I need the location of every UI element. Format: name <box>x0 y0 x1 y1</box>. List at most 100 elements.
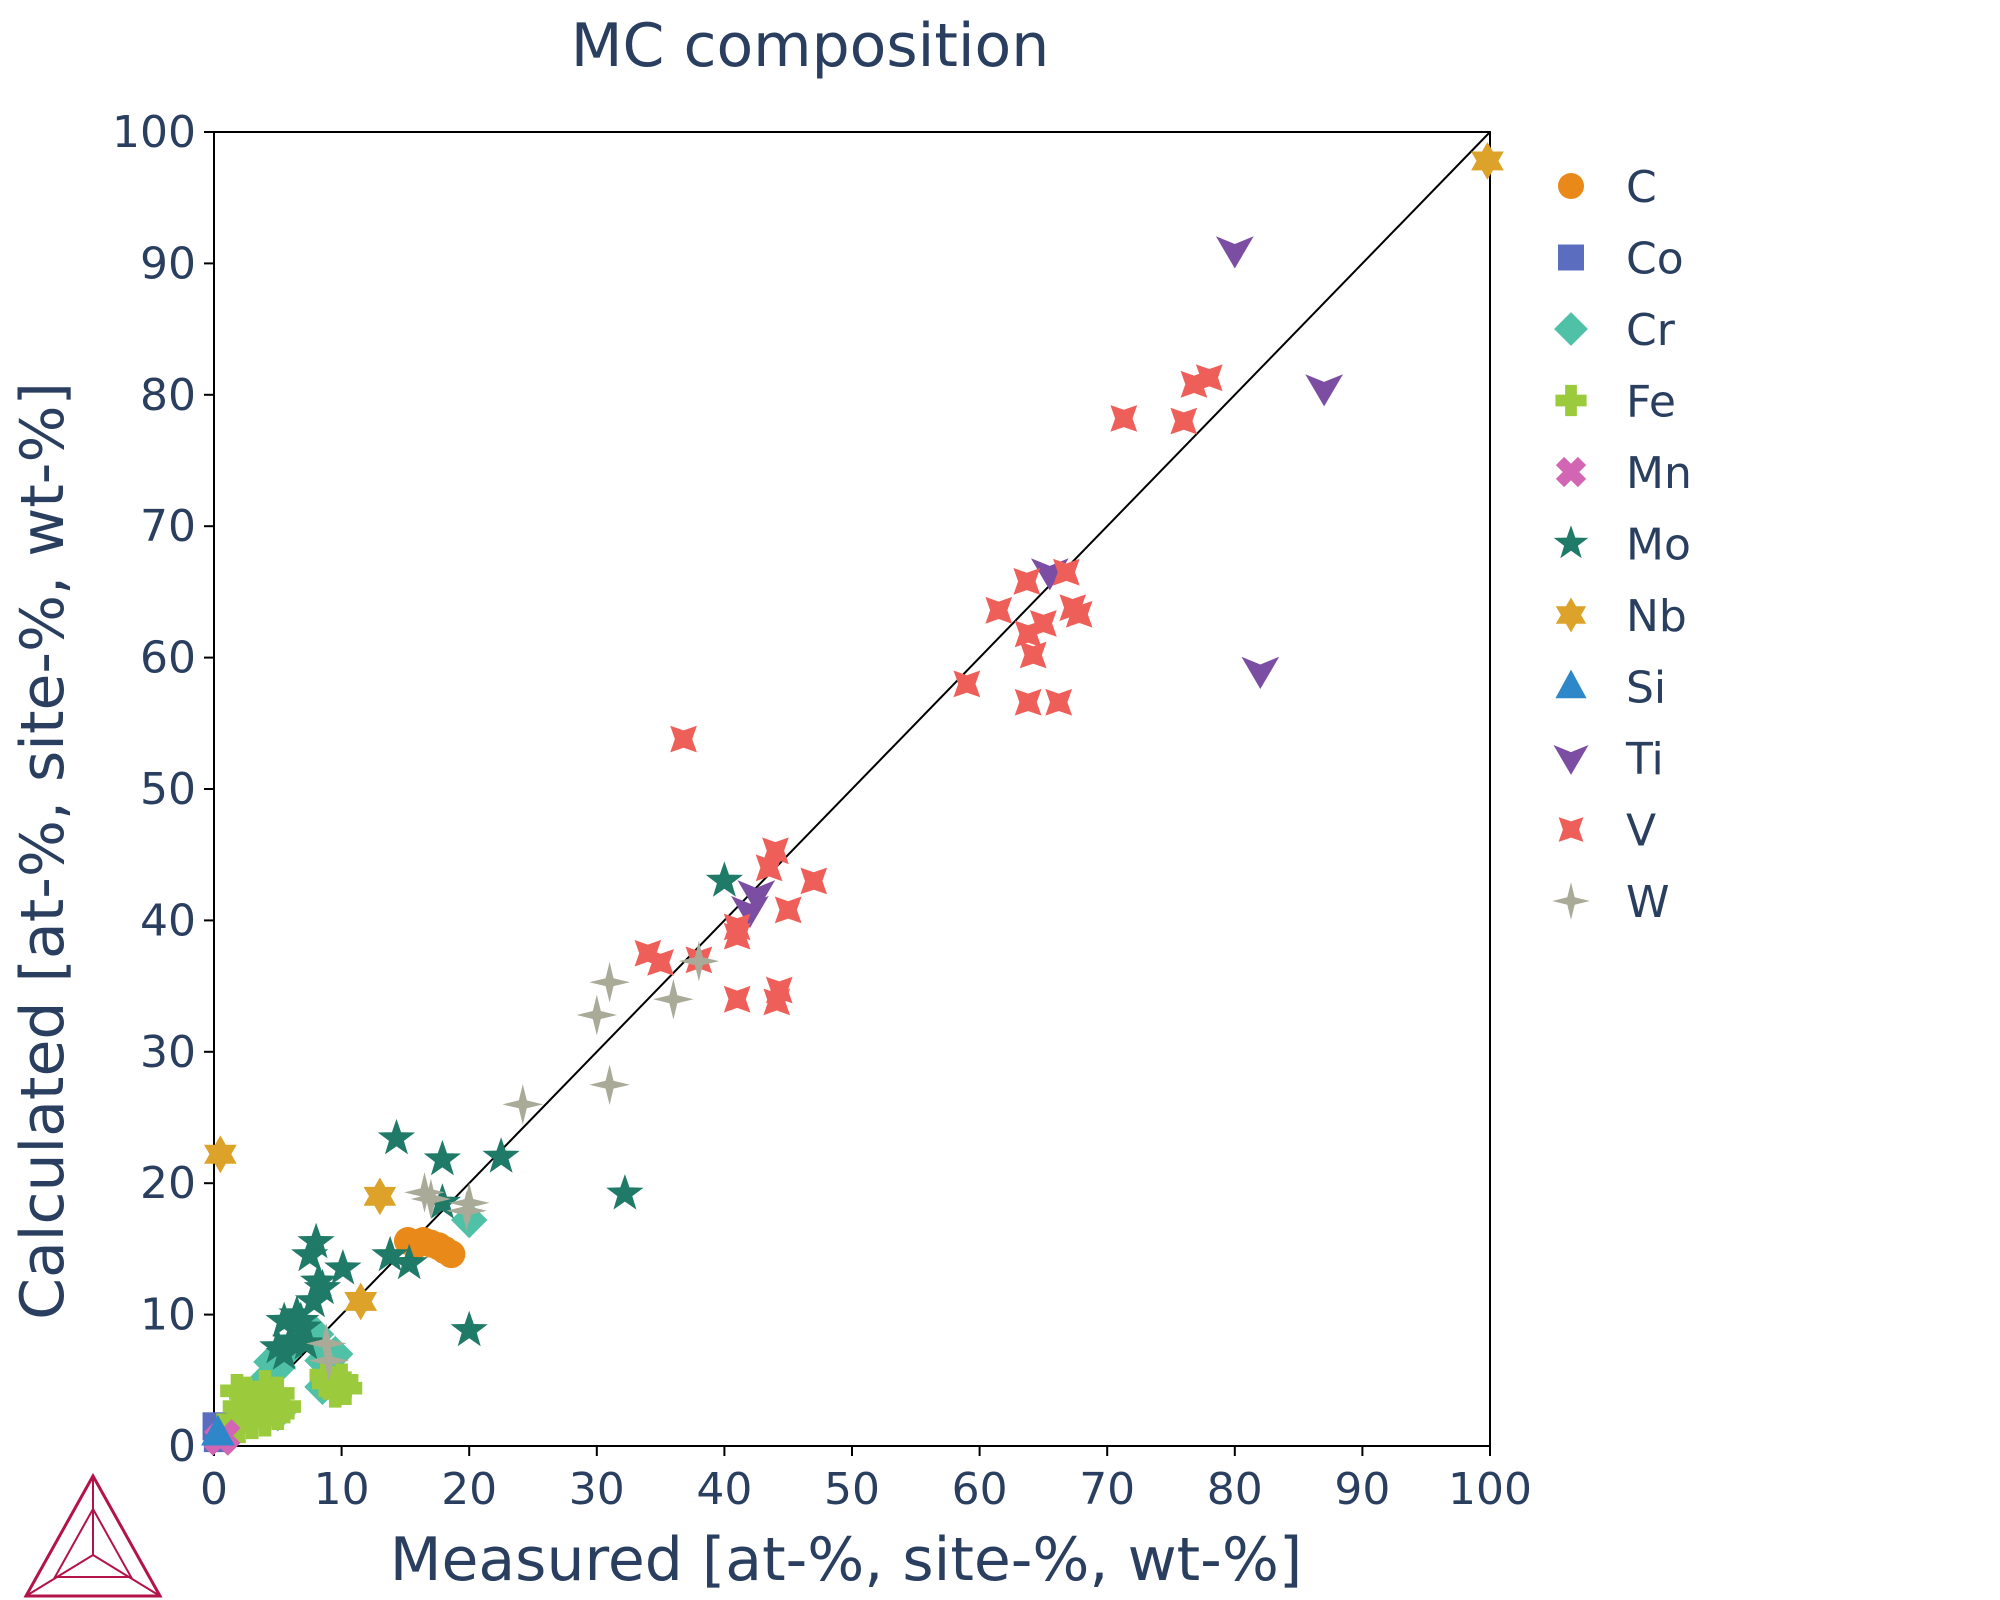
data-point-fe <box>309 1358 344 1392</box>
data-point-fe <box>267 1389 301 1424</box>
y-tick-label: 20 <box>140 1158 196 1209</box>
data-point-mo <box>291 1235 329 1272</box>
data-point-mo <box>287 1323 325 1360</box>
legend-label-fe: Fe <box>1626 377 1676 428</box>
series-w <box>306 940 720 1381</box>
data-point-nb <box>344 1282 378 1321</box>
data-point-fe <box>261 1396 295 1430</box>
legend-label-co: Co <box>1626 234 1684 285</box>
data-point-w <box>653 978 694 1020</box>
data-point-mo <box>450 1310 488 1347</box>
data-point-mo <box>282 1301 320 1337</box>
data-point-mo <box>371 1235 409 1272</box>
data-point-v <box>1013 568 1041 595</box>
data-point-v <box>763 988 791 1016</box>
x-tick-label: 40 <box>696 1464 752 1515</box>
legend-marker-si <box>1555 669 1587 699</box>
x-tick-label: 20 <box>441 1464 497 1515</box>
data-point-mo <box>606 1174 644 1210</box>
data-point-ti <box>1305 374 1344 407</box>
data-point-nb <box>363 1177 397 1216</box>
legend-marker-w <box>1552 882 1590 920</box>
legend-label-cr: Cr <box>1626 305 1676 356</box>
data-point-mo <box>482 1137 520 1173</box>
data-point-mo <box>324 1249 362 1285</box>
y-axis: 0 10 20 30 40 50 60 70 80 90 100 <box>112 107 214 1472</box>
data-point-mo <box>377 1118 416 1155</box>
y-tick-label: 40 <box>140 895 196 946</box>
y-tick-label: 100 <box>112 107 196 158</box>
data-point-v <box>1014 620 1042 648</box>
chart-title: MC composition <box>571 11 1050 81</box>
data-point-v <box>800 867 828 895</box>
data-point-v <box>985 596 1013 624</box>
legend-label-mn: Mn <box>1626 448 1692 499</box>
data-point-mo <box>303 1268 342 1305</box>
legend-label-v: V <box>1626 806 1656 857</box>
data-point-c <box>437 1240 466 1269</box>
data-point-ti <box>1241 656 1280 689</box>
data-point-w <box>589 1064 630 1105</box>
legend-marker-v <box>1558 817 1584 842</box>
legend-marker-cr <box>1554 312 1588 346</box>
legend-label-nb: Nb <box>1626 591 1687 642</box>
legend-label-w: W <box>1626 877 1670 928</box>
x-tick-label: 0 <box>200 1464 228 1515</box>
data-point-v <box>670 725 697 753</box>
data-point-mo <box>265 1301 303 1337</box>
y-tick-label: 50 <box>140 764 196 815</box>
y-tick-label: 0 <box>168 1421 196 1472</box>
legend-label-si: Si <box>1626 663 1666 714</box>
data-point-w <box>446 1190 487 1232</box>
legend-label-ti: Ti <box>1625 734 1664 785</box>
y-tick-label: 10 <box>140 1290 196 1341</box>
x-tick-label: 100 <box>1448 1464 1532 1515</box>
data-point-mo <box>297 1222 335 1259</box>
data-point-w <box>678 940 720 982</box>
x-tick-label: 30 <box>569 1464 625 1515</box>
series-mo <box>259 861 743 1370</box>
data-point-nb <box>204 1135 237 1174</box>
data-point-v <box>1170 407 1198 435</box>
legend-marker-mn <box>1555 456 1587 488</box>
data-point-v <box>1110 405 1138 432</box>
series-v <box>634 364 1223 1016</box>
data-point-fe <box>328 1371 363 1405</box>
x-axis: 0 10 20 30 40 50 60 70 80 90 100 <box>200 1446 1532 1515</box>
data-point-v <box>1019 641 1047 669</box>
data-point-v <box>774 896 802 924</box>
legend-label-mo: Mo <box>1626 520 1691 571</box>
data-point-mo <box>390 1243 428 1280</box>
data-point-fe <box>248 1370 282 1404</box>
legend-marker-nb <box>1555 597 1587 633</box>
legend: C Co Cr Fe Mn Mo Nb Si Ti VW <box>1552 162 1692 928</box>
data-point-w <box>308 1340 350 1381</box>
y-tick-label: 70 <box>140 501 196 552</box>
data-point-v <box>723 922 751 950</box>
data-point-mo <box>705 861 743 897</box>
data-point-v <box>723 985 751 1013</box>
data-point-v <box>1014 688 1042 716</box>
legend-marker-mo <box>1553 525 1589 559</box>
series-si <box>201 1414 235 1446</box>
data-point-mo <box>265 1334 303 1370</box>
series-fe <box>216 1358 363 1444</box>
data-point-mo <box>423 1139 461 1176</box>
data-point-fe <box>235 1405 270 1440</box>
data-point-v <box>1180 370 1208 398</box>
data-point-mo <box>259 1327 297 1364</box>
data-point-ti <box>1215 236 1254 269</box>
data-point-ti <box>737 880 776 913</box>
data-point-v <box>647 949 674 976</box>
data-point-w <box>502 1084 544 1125</box>
data-point-nb <box>1471 142 1504 180</box>
data-point-v <box>762 837 789 865</box>
series-ti <box>731 236 1344 929</box>
data-point-v <box>1065 600 1093 628</box>
data-point-fe <box>220 1374 254 1408</box>
x-tick-label: 60 <box>952 1464 1008 1515</box>
thermo-calc-logo-icon <box>23 1472 163 1598</box>
identity-reference-line <box>213 131 1491 1447</box>
y-tick-label: 90 <box>140 238 196 289</box>
